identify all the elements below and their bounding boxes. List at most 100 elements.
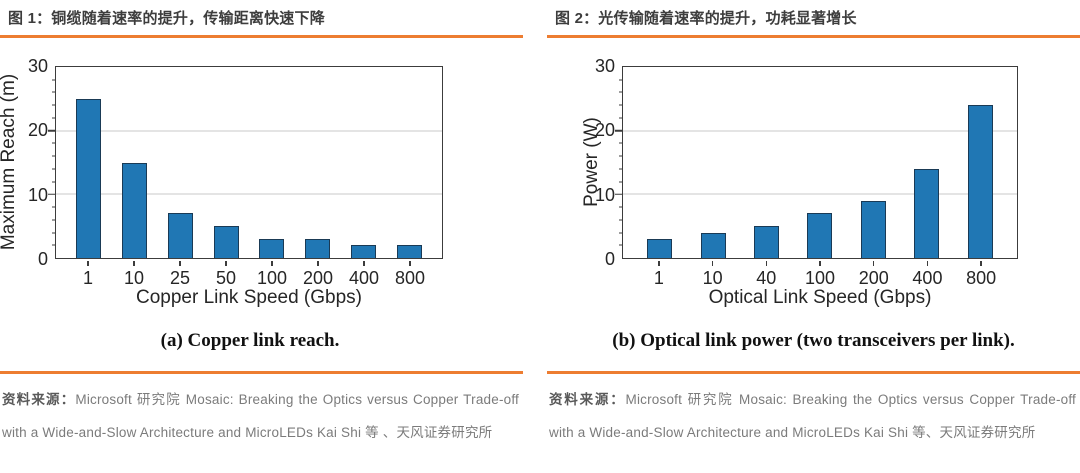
y-minor-tick xyxy=(619,206,623,208)
y-major-tick xyxy=(48,193,56,196)
y-minor-tick xyxy=(619,181,623,183)
x-tick-label: 200 xyxy=(847,261,901,289)
y-minor-tick xyxy=(52,168,56,170)
subfigure-caption-a: (a) Copper link reach. xyxy=(160,330,340,351)
bar-slot xyxy=(633,67,686,258)
bar-slot xyxy=(386,67,432,258)
bar-40 xyxy=(754,226,780,258)
x-tick-label: 200 xyxy=(295,261,341,289)
copper-reach-chart: Maximum Reach (m) 0 10 20 30 1 10 25 50 100 200 4… xyxy=(0,57,523,308)
y-major-tick xyxy=(615,193,623,196)
gridline xyxy=(56,130,442,132)
bar-slot xyxy=(341,67,387,258)
gridlines xyxy=(623,67,1017,258)
x-tick-label: 1 xyxy=(65,261,111,289)
y-minor-tick xyxy=(52,232,56,234)
y-minor-tick xyxy=(619,155,623,157)
y-minor-tick xyxy=(619,232,623,234)
y-minor-tick xyxy=(52,91,56,93)
y-minor-tick xyxy=(52,219,56,221)
x-tick-label: 400 xyxy=(901,261,955,289)
figure-1-source: 资料来源：Microsoft 研究院 Mosaic: Breaking the … xyxy=(0,374,523,449)
source-text: Microsoft 研究院 Mosaic: Breaking the Optic… xyxy=(549,391,1076,440)
source-label: 资料来源： xyxy=(2,391,76,407)
x-tick-label: 400 xyxy=(341,261,387,289)
bar-slot xyxy=(203,67,249,258)
figure-2-title-rule xyxy=(547,35,1080,38)
y-tick-label: 10 xyxy=(27,184,48,205)
bar-400 xyxy=(914,168,940,258)
x-tick-label: 10 xyxy=(111,261,157,289)
bar-50 xyxy=(213,226,239,258)
x-tick-label: 40 xyxy=(739,261,793,289)
bar-slot xyxy=(112,67,158,258)
x-tick-label: 100 xyxy=(249,261,295,289)
y-major-tick xyxy=(48,129,56,132)
bar-slot xyxy=(686,67,739,258)
figure-1-title: 图 1：铜缆随着速率的提升，传输距离快速下降 xyxy=(8,10,325,27)
y-minor-tick xyxy=(52,117,56,119)
bar-10 xyxy=(700,232,726,258)
bar-slot xyxy=(158,67,204,258)
y-minor-tick xyxy=(619,79,623,81)
y-axis-ticks: 0 10 20 30 xyxy=(0,57,48,268)
y-minor-tick xyxy=(52,206,56,208)
bar-slot xyxy=(900,67,953,258)
bar-slot xyxy=(66,67,112,258)
bar-series xyxy=(56,67,442,258)
x-axis-ticks: 1 10 40 100 200 400 800 xyxy=(622,261,1018,289)
y-tick-label: 30 xyxy=(594,56,615,76)
bar-1 xyxy=(76,98,102,258)
source-text: Microsoft 研究院 Mosaic: Breaking the Optic… xyxy=(2,391,519,440)
bar-slot xyxy=(847,67,900,258)
figure-1-source-rule xyxy=(0,371,523,374)
bar-200 xyxy=(860,200,886,258)
y-minor-tick xyxy=(619,168,623,170)
figure-2-title: 图 2：光传输随着速率的提升，功耗显著增长 xyxy=(555,10,857,27)
bar-25 xyxy=(167,213,193,258)
y-tick-label: 30 xyxy=(27,56,48,76)
bar-slot xyxy=(740,67,793,258)
y-minor-tick xyxy=(619,142,623,144)
optical-power-chart: Power (W) 0 10 20 30 1 10 40 100 200 400 800 Opti… xyxy=(547,57,1080,308)
bar-slot xyxy=(793,67,846,258)
source-label: 资料来源： xyxy=(549,391,626,407)
bar-800 xyxy=(396,245,422,258)
bar-200 xyxy=(305,238,331,258)
y-minor-tick xyxy=(619,244,623,246)
figure-2-source-rule xyxy=(547,371,1080,374)
x-tick-label: 1 xyxy=(632,261,686,289)
y-tick-label: 20 xyxy=(27,120,48,141)
bar-100 xyxy=(259,238,285,258)
x-tick-label: 10 xyxy=(686,261,740,289)
y-minor-tick xyxy=(52,142,56,144)
plot-area xyxy=(48,66,443,259)
bar-10 xyxy=(122,162,148,258)
figure-panel-optical: 图 2：光传输随着速率的提升，功耗显著增长 Power (W) 0 10 20 30 … xyxy=(547,0,1080,473)
y-minor-tick xyxy=(52,181,56,183)
y-minor-tick xyxy=(52,155,56,157)
y-tick-label: 10 xyxy=(594,184,615,205)
subfigure-caption-b: (b) Optical link power (two transceivers… xyxy=(612,330,1015,351)
x-tick-label: 100 xyxy=(793,261,847,289)
x-tick-label: 50 xyxy=(203,261,249,289)
y-minor-tick xyxy=(619,91,623,93)
y-minor-ticks xyxy=(615,67,1017,258)
x-axis-label: Copper Link Speed (Gbps) xyxy=(135,287,362,308)
y-tick-label: 20 xyxy=(594,120,615,141)
x-tick-label: 800 xyxy=(954,261,1008,289)
figure-panel-copper: 图 1：铜缆随着速率的提升，传输距离快速下降 Maximum Reach (m)… xyxy=(0,0,523,473)
bar-800 xyxy=(967,105,993,258)
y-minor-tick xyxy=(52,104,56,106)
gridlines xyxy=(56,67,442,258)
y-minor-tick xyxy=(619,117,623,119)
gridline xyxy=(623,193,1017,195)
y-major-tick xyxy=(615,129,623,132)
bar-slot xyxy=(295,67,341,258)
x-tick-label: 25 xyxy=(157,261,203,289)
y-tick-label: 0 xyxy=(37,249,48,269)
bar-100 xyxy=(807,213,833,258)
y-axis-ticks: 0 10 20 30 xyxy=(547,57,615,268)
y-minor-tick xyxy=(619,219,623,221)
